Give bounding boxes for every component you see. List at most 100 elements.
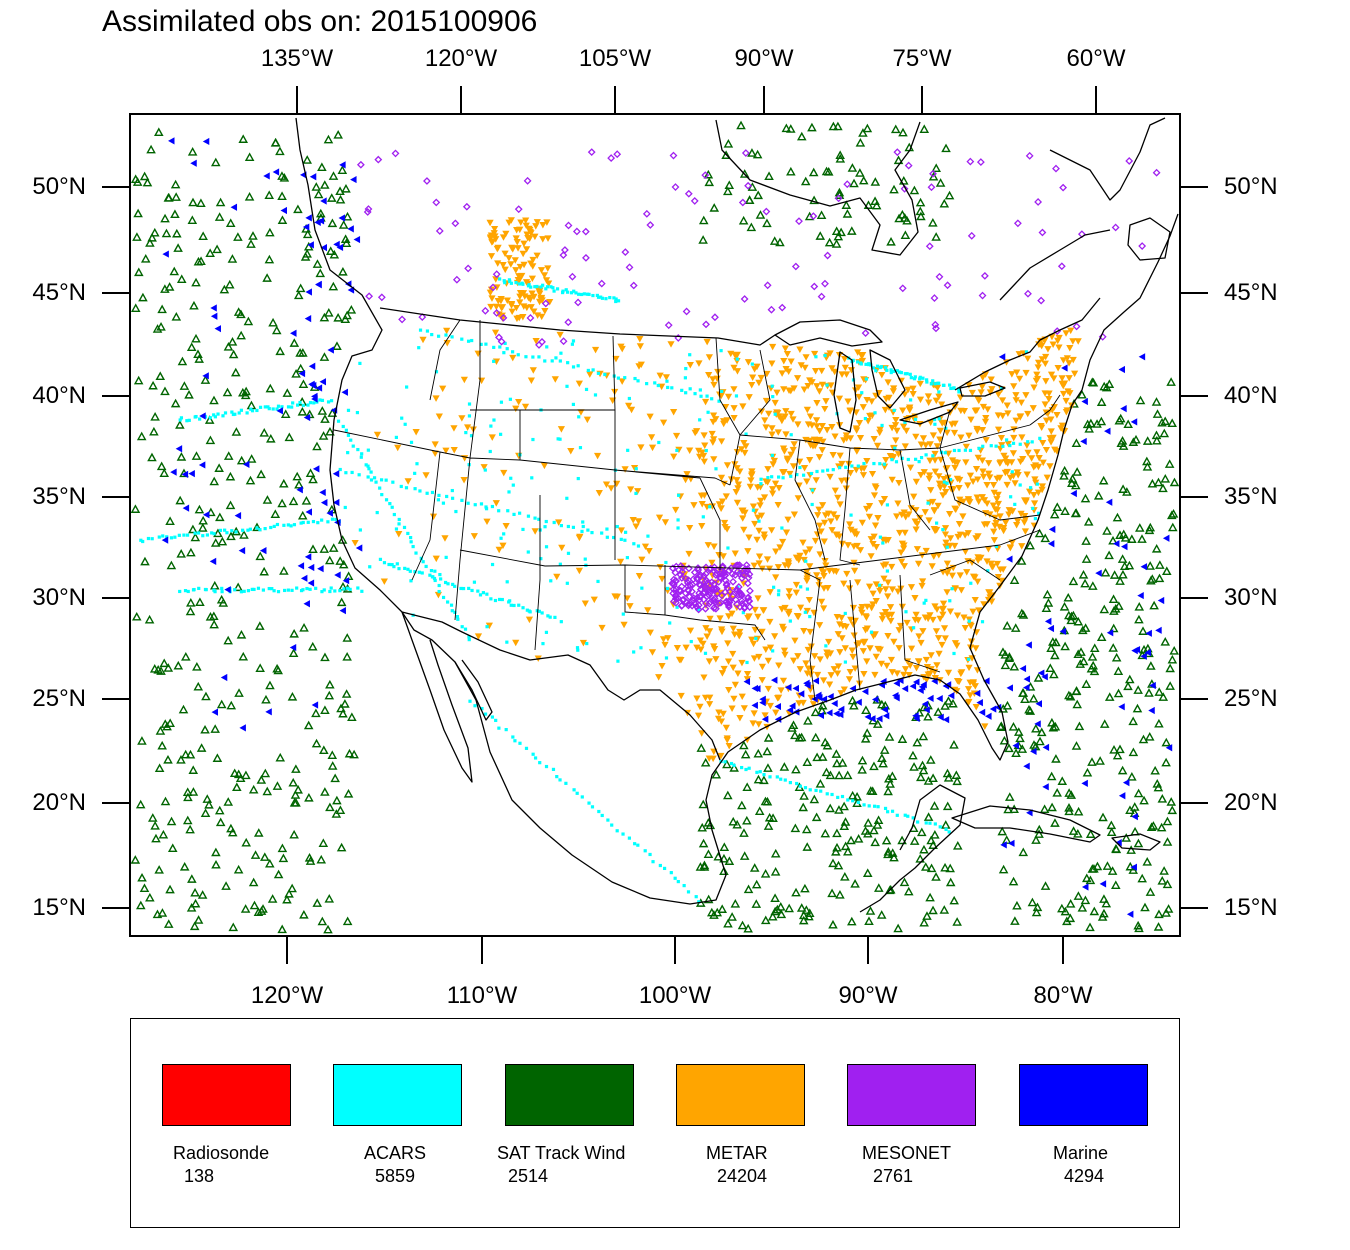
acars-marker — [645, 382, 649, 386]
sat-track-wind-marker — [1126, 845, 1136, 854]
sat-track-wind-marker — [759, 775, 769, 785]
metar-marker — [1074, 338, 1082, 345]
sat-track-wind-marker — [1093, 490, 1104, 500]
sat-track-wind-marker — [1078, 569, 1089, 579]
marine-marker — [202, 511, 210, 519]
sat-track-wind-marker — [135, 799, 146, 809]
metar-marker — [940, 476, 948, 483]
acars-marker — [1031, 506, 1035, 511]
marine-marker — [1008, 839, 1015, 847]
sat-track-wind-marker — [1033, 673, 1044, 682]
acars-marker — [420, 571, 424, 575]
metar-marker — [1010, 383, 1018, 390]
marine-marker — [1118, 365, 1125, 374]
metar-marker — [710, 543, 718, 550]
sat-track-wind-marker — [770, 866, 781, 876]
metar-marker — [730, 695, 738, 703]
metar-marker — [907, 505, 915, 512]
metar-marker — [758, 628, 766, 636]
sat-track-wind-marker — [912, 737, 923, 747]
acars-marker — [537, 517, 541, 521]
acars-marker — [449, 603, 454, 607]
sat-track-wind-marker — [1155, 560, 1165, 569]
acars-marker — [518, 741, 522, 745]
sat-track-wind-marker — [804, 911, 814, 921]
sat-track-wind-marker — [262, 495, 273, 504]
acars-marker — [502, 532, 506, 536]
metar-marker — [710, 436, 718, 443]
acars-marker — [499, 400, 504, 404]
acars-marker — [275, 522, 280, 527]
metar-marker — [846, 668, 854, 676]
metar-marker — [859, 404, 867, 411]
metar-marker — [738, 659, 746, 667]
sat-track-wind-marker — [297, 510, 308, 520]
acars-marker — [505, 580, 509, 584]
metar-marker — [591, 346, 600, 354]
mesonet-marker — [929, 169, 937, 178]
sat-track-wind-marker — [332, 341, 342, 350]
acars-marker — [809, 471, 814, 476]
sat-track-wind-marker — [928, 217, 938, 227]
acars-marker — [980, 620, 985, 624]
metar-marker — [492, 303, 500, 311]
mesonet-marker — [572, 227, 581, 236]
metar-marker — [828, 424, 836, 431]
metar-marker — [545, 280, 553, 287]
metar-marker — [927, 652, 935, 659]
coastline-hispaniola — [1111, 833, 1161, 851]
sat-track-wind-marker — [1134, 614, 1144, 624]
sat-track-wind-marker — [245, 475, 256, 485]
acars-marker — [615, 829, 619, 833]
sat-track-wind-marker — [221, 881, 231, 890]
sat-track-wind-marker — [154, 127, 164, 137]
metar-marker — [1012, 392, 1020, 399]
metar-marker — [905, 405, 913, 413]
metar-marker — [772, 709, 780, 717]
sat-track-wind-marker — [1151, 543, 1162, 553]
sat-track-wind-marker — [165, 884, 175, 894]
mesonet-marker — [695, 589, 704, 598]
acars-marker — [406, 567, 410, 571]
acars-marker — [213, 590, 217, 594]
acars-marker — [895, 369, 899, 373]
sat-track-wind-marker — [319, 312, 330, 322]
metar-marker — [1021, 516, 1029, 523]
acars-marker — [255, 408, 259, 413]
mesonet-marker — [778, 303, 787, 312]
metar-marker — [804, 646, 812, 654]
sat-track-wind-marker — [1166, 797, 1177, 806]
sat-track-wind-marker — [289, 628, 299, 638]
metar-marker — [623, 595, 631, 602]
sat-track-wind-marker — [876, 910, 887, 919]
acars-marker — [880, 423, 884, 428]
metar-marker — [842, 477, 850, 484]
sat-track-wind-marker — [903, 886, 914, 896]
acars-marker — [697, 608, 701, 612]
metar-marker — [787, 410, 795, 418]
sat-track-wind-marker — [811, 812, 822, 822]
metar-marker — [540, 272, 549, 279]
mesonet-marker — [671, 576, 680, 585]
metar-marker — [819, 502, 827, 509]
sat-track-wind-marker — [1084, 424, 1094, 433]
sat-track-wind-marker — [697, 822, 708, 832]
sat-track-wind-marker — [1112, 512, 1123, 522]
metar-marker — [816, 551, 824, 558]
sat-track-wind-marker — [1078, 656, 1089, 666]
metar-marker — [846, 469, 855, 477]
metar-marker — [843, 570, 851, 578]
mesonet-marker — [710, 596, 719, 605]
acars-marker — [492, 345, 496, 349]
sat-track-wind-marker — [152, 324, 163, 333]
sat-track-wind-marker — [1144, 688, 1154, 697]
acars-marker — [535, 609, 539, 613]
mesonet-marker — [1057, 262, 1066, 271]
metar-marker — [815, 506, 823, 514]
sat-track-wind-marker — [832, 758, 842, 768]
sat-track-wind-marker — [739, 740, 749, 750]
sat-track-wind-marker — [785, 124, 796, 133]
mesonet-marker — [694, 566, 703, 574]
metar-marker — [443, 327, 451, 335]
metar-marker — [745, 613, 753, 620]
